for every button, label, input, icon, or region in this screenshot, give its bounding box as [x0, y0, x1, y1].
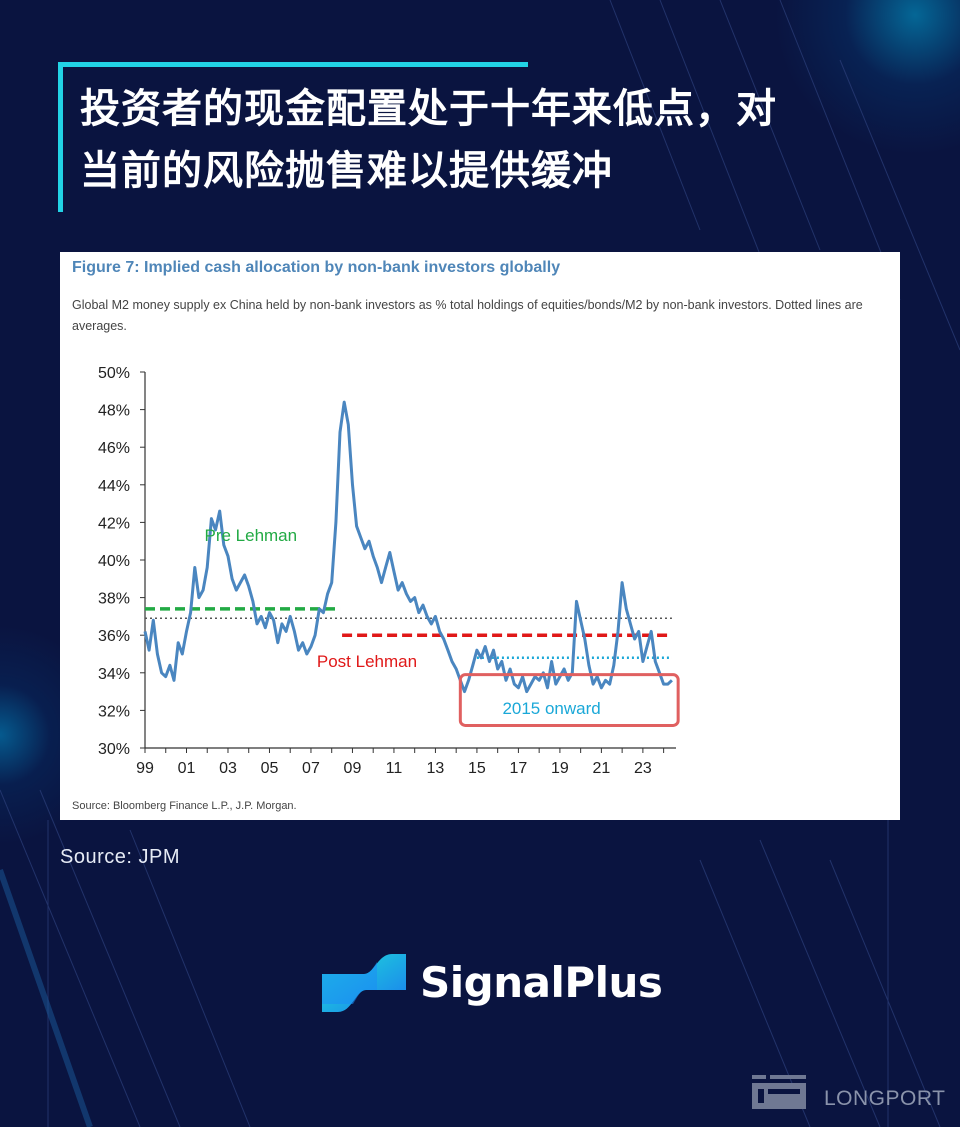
x-tick-label: 01 [178, 760, 196, 777]
x-tick-label: 09 [344, 760, 362, 777]
watermark-name: LONGPORT [824, 1087, 946, 1110]
source-note: Source: JPM [60, 846, 180, 868]
longport-logo-icon [752, 1075, 806, 1109]
annotation-label: Post Lehman [317, 652, 417, 671]
y-tick-label: 44% [98, 478, 130, 495]
x-tick-label: 23 [634, 760, 652, 777]
page-title: 投资者的现金配置处于十年来低点，对 当前的风险抛售难以提供缓冲 [80, 78, 940, 202]
y-tick-label: 50% [98, 365, 130, 382]
x-tick-label: 11 [386, 760, 403, 777]
x-tick-label: 05 [261, 760, 279, 777]
chart-panel: Figure 7: Implied cash allocation by non… [60, 252, 900, 820]
x-tick-label: 21 [592, 760, 610, 777]
y-tick-label: 34% [98, 666, 130, 683]
x-tick-label: 15 [468, 760, 486, 777]
title-accent-frame [58, 62, 528, 212]
page-title-line-1: 投资者的现金配置处于十年来低点，对 [80, 86, 777, 132]
series-line [143, 400, 673, 694]
line-chart: 30% 32% 34% 36% 38% 40% 42% 44% 46% 48% 50% 99 01 03 0… [98, 365, 680, 777]
x-tick-label: 07 [302, 760, 320, 777]
x-tick-label: 03 [219, 760, 237, 777]
y-tick-label: 36% [98, 628, 130, 645]
signalplus-logo-icon [322, 954, 406, 1012]
brand-name: SignalPlus [420, 958, 663, 1007]
figure-title: Figure 7: Implied cash allocation by non… [72, 259, 561, 276]
x-tick-label: 19 [551, 760, 569, 777]
highlight-box [458, 673, 680, 727]
page-title-line-2: 当前的风险抛售难以提供缓冲 [80, 148, 613, 194]
y-tick-label: 38% [98, 591, 130, 608]
x-tick-label: 17 [510, 760, 528, 777]
annotation-label: Pre Lehman [204, 526, 297, 545]
x-tick-label: 13 [427, 760, 445, 777]
y-tick-label: 30% [98, 741, 130, 758]
y-tick-label: 32% [98, 703, 130, 720]
y-tick-label: 46% [98, 440, 130, 457]
y-tick-label: 42% [98, 515, 130, 532]
figure-source: Source: Bloomberg Finance L.P., J.P. Mor… [72, 800, 297, 812]
x-tick-label: 99 [136, 760, 154, 777]
y-tick-label: 48% [98, 403, 130, 420]
annotation-label: 2015 onward [502, 699, 600, 718]
y-tick-label: 40% [98, 553, 130, 570]
figure-subtitle: Global M2 money supply ex China held by … [72, 298, 863, 333]
